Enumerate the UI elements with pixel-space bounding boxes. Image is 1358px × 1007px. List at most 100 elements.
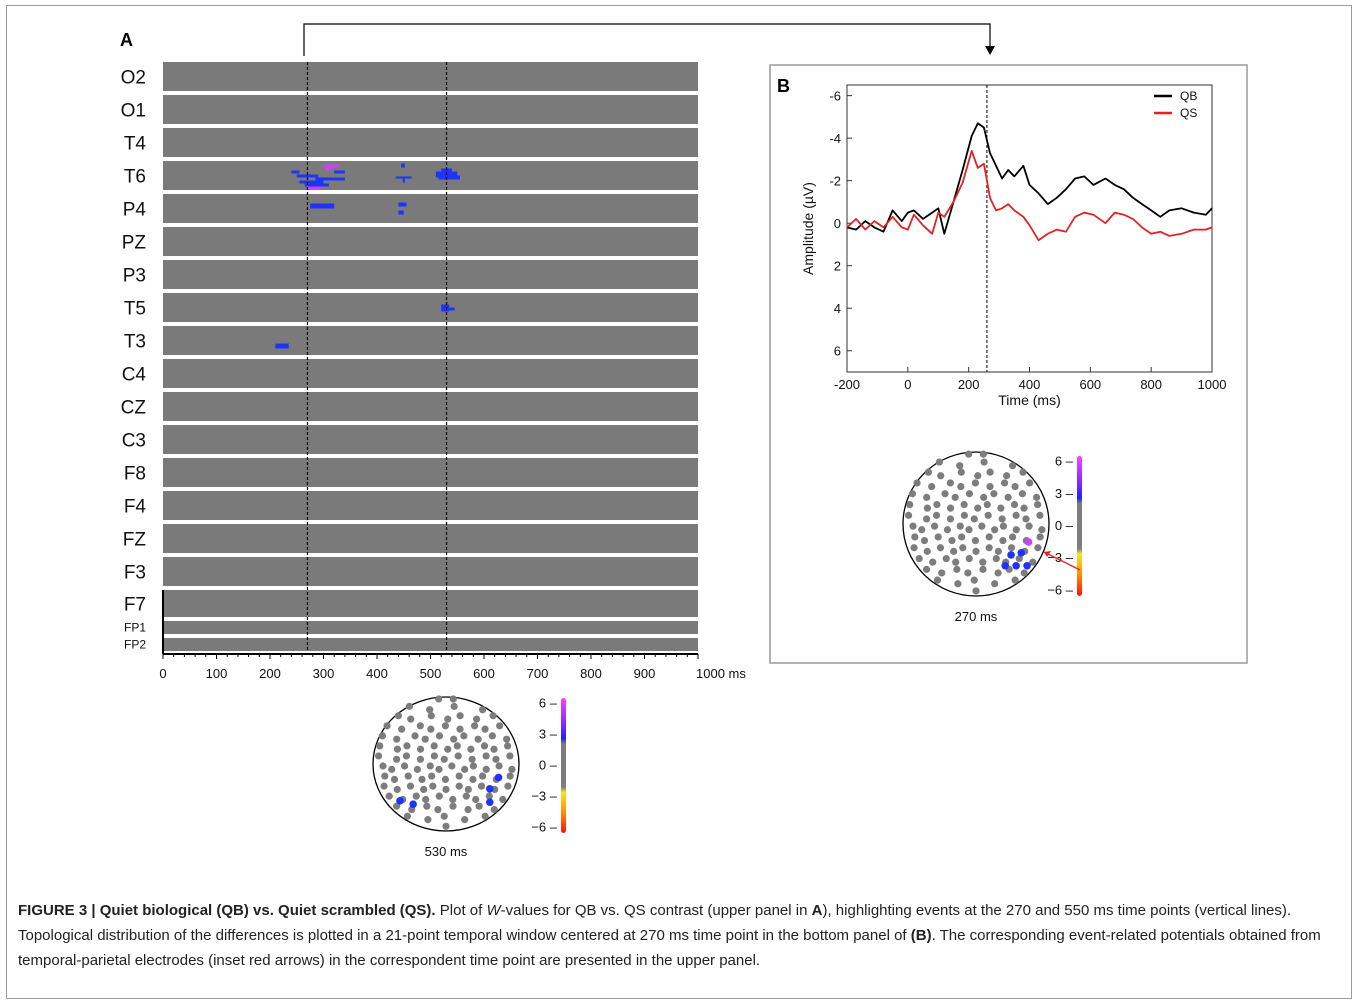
- channel-label: T4: [124, 134, 147, 155]
- electrode: [923, 547, 931, 555]
- colorbar: [561, 698, 566, 833]
- electrode: [1025, 522, 1033, 530]
- electrode: [1022, 515, 1030, 523]
- electrode: [393, 745, 402, 753]
- channel-row: [163, 128, 698, 157]
- electrode: [440, 812, 448, 820]
- colorbar-tick: 6 –: [1055, 454, 1074, 469]
- electrode: [454, 752, 462, 760]
- electrode: [407, 715, 415, 723]
- significant-electrode: [409, 800, 417, 808]
- electrode: [1036, 533, 1044, 541]
- channel-label: FP1: [124, 621, 146, 635]
- channel-row: [163, 557, 698, 586]
- significant-event: [307, 186, 321, 190]
- electrode: [461, 765, 469, 773]
- electrode: [462, 792, 470, 800]
- electrode: [470, 722, 479, 730]
- time-tick-label: 700: [527, 666, 549, 681]
- caption-panel-a: A: [811, 902, 823, 919]
- electrode: [1034, 544, 1042, 552]
- electrode: [965, 526, 973, 534]
- significant-event: [275, 343, 289, 349]
- x-tick-label: 200: [958, 377, 980, 392]
- significant-event: [323, 164, 340, 168]
- significant-event: [446, 307, 455, 311]
- electrode: [428, 772, 436, 780]
- red-arrow-head: [1044, 551, 1051, 557]
- electrode: [503, 735, 511, 743]
- electrode: [441, 722, 450, 730]
- time-tick-label: 100: [206, 666, 228, 681]
- colorbar: [1077, 456, 1082, 596]
- electrode: [951, 493, 959, 501]
- caption-text-3: ), highlighting events at the 270 and 55…: [18, 902, 1292, 944]
- electrode: [403, 812, 412, 820]
- electrode: [1011, 576, 1019, 584]
- electrode: [979, 558, 987, 566]
- channel-row: [163, 359, 698, 388]
- significant-electrode: [1024, 538, 1033, 546]
- electrode: [960, 511, 968, 519]
- electrode: [956, 462, 964, 470]
- y-axis-label: Amplitude (µV): [800, 182, 816, 275]
- electrode: [1033, 493, 1041, 501]
- colorbar-tick: 3 –: [1055, 486, 1074, 501]
- figure-frame: [6, 5, 1352, 999]
- electrode: [915, 554, 923, 563]
- electrode: [379, 762, 387, 770]
- electrode: [1004, 493, 1012, 501]
- significant-event: [402, 177, 405, 183]
- electrode: [999, 536, 1007, 545]
- caption-text-2: -values for QB vs. QS contrast (upper pa…: [500, 902, 812, 919]
- electrode: [393, 755, 401, 763]
- channel-label: F3: [124, 563, 146, 584]
- significant-event: [304, 183, 329, 187]
- time-tick-label: 900: [634, 666, 656, 681]
- electrode: [449, 795, 457, 804]
- electrode: [964, 569, 972, 577]
- colorbar-tick: −3 –: [1047, 550, 1073, 565]
- electrode: [413, 765, 422, 773]
- electrode: [429, 782, 437, 790]
- electrode: [449, 802, 457, 810]
- significant-event: [438, 175, 460, 180]
- electrode: [942, 554, 950, 563]
- significant-electrode: [1017, 549, 1026, 557]
- electrode: [481, 725, 489, 733]
- electrode: [913, 479, 921, 487]
- time-tick-label: 500: [420, 666, 442, 681]
- time-tick-label: 300: [313, 666, 335, 681]
- significant-electrode: [486, 798, 494, 806]
- significant-electrode: [1023, 561, 1031, 570]
- electrode: [424, 816, 432, 824]
- significant-event: [334, 170, 345, 174]
- topomap-270: 6 – 3 – 0 – −3 – −6 – 270 ms: [902, 450, 1082, 624]
- electrode: [418, 775, 426, 784]
- electrode: [444, 745, 452, 753]
- electrode: [946, 504, 955, 512]
- channel-label: C3: [122, 431, 146, 452]
- significant-electrode: [1001, 561, 1009, 570]
- electrode: [918, 526, 926, 534]
- electrode: [480, 742, 489, 750]
- electrode: [958, 533, 966, 541]
- electrode: [435, 765, 443, 773]
- electrode: [485, 792, 493, 800]
- electrode: [932, 511, 941, 519]
- channel-label: PZ: [122, 233, 147, 254]
- electrode: [388, 765, 396, 773]
- caption-text-1: Plot of: [435, 902, 487, 919]
- colorbar-tick: 3 –: [539, 726, 558, 741]
- channel-label: O2: [121, 68, 146, 89]
- erp-line-chart: -200 0 200 400 600 800 1000 -6 -4 -2 0 2 4 6 Time (ms)…: [800, 84, 1226, 408]
- x-tick-label: 800: [1140, 377, 1162, 392]
- y-tick-label: 0: [834, 216, 841, 231]
- time-tick-label: 1000 ms: [696, 666, 746, 681]
- channel-label: F8: [124, 464, 146, 485]
- series-line-qs: [846, 150, 1213, 242]
- electrode: [475, 802, 483, 810]
- time-tick-label: 600: [473, 666, 495, 681]
- electrode: [965, 490, 974, 498]
- channel-row: [163, 491, 698, 520]
